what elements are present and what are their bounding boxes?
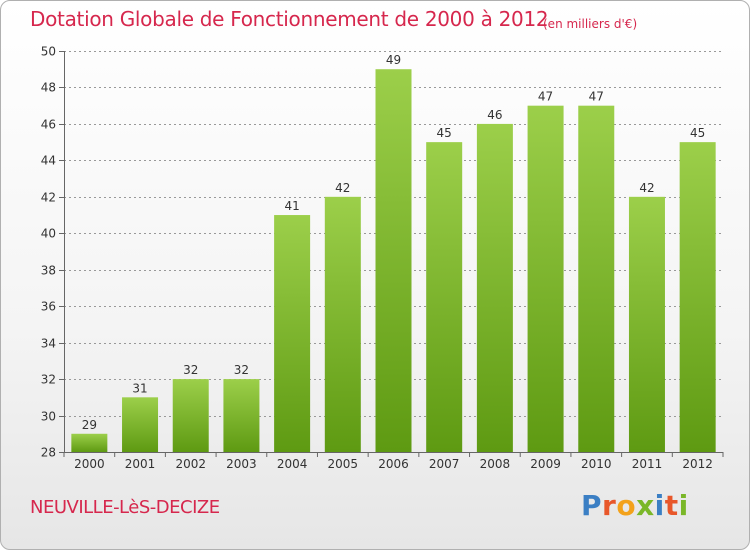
- labels: 28 30 32 34 36 38 40 42 44 46 48 50 29 2000 31 2001 32 20…: [41, 45, 713, 472]
- x-tick-label-2009: 2009: [530, 457, 561, 471]
- logo-letter: o: [616, 489, 637, 522]
- value-label-2003: 32: [234, 363, 249, 377]
- logo-letter: P: [581, 489, 603, 522]
- value-label-2012: 45: [690, 126, 705, 140]
- x-tick-label-2011: 2011: [632, 457, 663, 471]
- chart-unit: (en milliers d'€): [543, 17, 638, 31]
- x-tick-label-2007: 2007: [429, 457, 460, 471]
- value-label-2004: 41: [284, 199, 299, 213]
- x-tick-label-2000: 2000: [74, 457, 105, 471]
- x-tick-label-2003: 2003: [226, 457, 257, 471]
- value-label-2009: 47: [538, 90, 553, 104]
- value-label-2008: 46: [487, 108, 502, 122]
- chart-title: Dotation Globale de Fonctionnement de 20…: [30, 7, 549, 31]
- bar-2011: [628, 196, 665, 452]
- bar-2001: [122, 397, 159, 452]
- bar-2008: [476, 123, 513, 452]
- logo-letter: t: [664, 489, 679, 522]
- y-tick-label: 44: [41, 154, 56, 168]
- y-tick-label: 32: [41, 373, 56, 387]
- value-label-2007: 45: [437, 126, 452, 140]
- y-tick-label: 36: [41, 300, 56, 314]
- bar-2005: [324, 196, 361, 452]
- value-label-2000: 29: [82, 418, 97, 432]
- x-tick-label-2012: 2012: [682, 457, 713, 471]
- x-tick-label-2002: 2002: [175, 457, 206, 471]
- x-tick-label-2006: 2006: [378, 457, 409, 471]
- y-tick-label: 48: [41, 81, 56, 95]
- y-tick-label: 34: [41, 337, 56, 351]
- value-label-2001: 31: [132, 381, 147, 395]
- bar-2010: [578, 105, 615, 452]
- y-tick-label: 46: [41, 118, 56, 132]
- bar-2006: [375, 69, 412, 453]
- value-label-2006: 49: [386, 53, 401, 67]
- bar-2002: [172, 379, 209, 452]
- x-tick-label-2004: 2004: [277, 457, 308, 471]
- y-tick-label: 42: [41, 191, 56, 205]
- logo-letter: i: [678, 489, 689, 522]
- bar-2009: [527, 105, 564, 452]
- x-tick-label-2001: 2001: [125, 457, 156, 471]
- value-label-2005: 42: [335, 181, 350, 195]
- bar-2007: [426, 142, 463, 453]
- value-label-2011: 42: [639, 181, 654, 195]
- y-tick-label: 30: [41, 410, 56, 424]
- proxiti-logo: Proxiti: [581, 489, 689, 522]
- logo-letter: r: [602, 489, 617, 522]
- bar-2000: [71, 433, 108, 452]
- bar-2012: [679, 142, 716, 453]
- y-tick-label: 38: [41, 264, 56, 278]
- axes: [59, 51, 724, 457]
- value-label-2002: 32: [183, 363, 198, 377]
- bar-2003: [223, 379, 260, 452]
- x-tick-label-2005: 2005: [328, 457, 359, 471]
- logo-letter: i: [654, 489, 665, 522]
- y-tick-label: 50: [41, 45, 56, 59]
- y-tick-label: 28: [41, 446, 56, 460]
- logo-letter: x: [636, 489, 655, 522]
- x-tick-label-2010: 2010: [581, 457, 612, 471]
- y-tick-label: 40: [41, 227, 56, 241]
- value-label-2010: 47: [589, 90, 604, 104]
- bars: [71, 69, 716, 453]
- bar-2004: [274, 215, 311, 452]
- x-tick-label-2008: 2008: [480, 457, 511, 471]
- commune-name: NEUVILLE-LèS-DECIZE: [30, 497, 220, 518]
